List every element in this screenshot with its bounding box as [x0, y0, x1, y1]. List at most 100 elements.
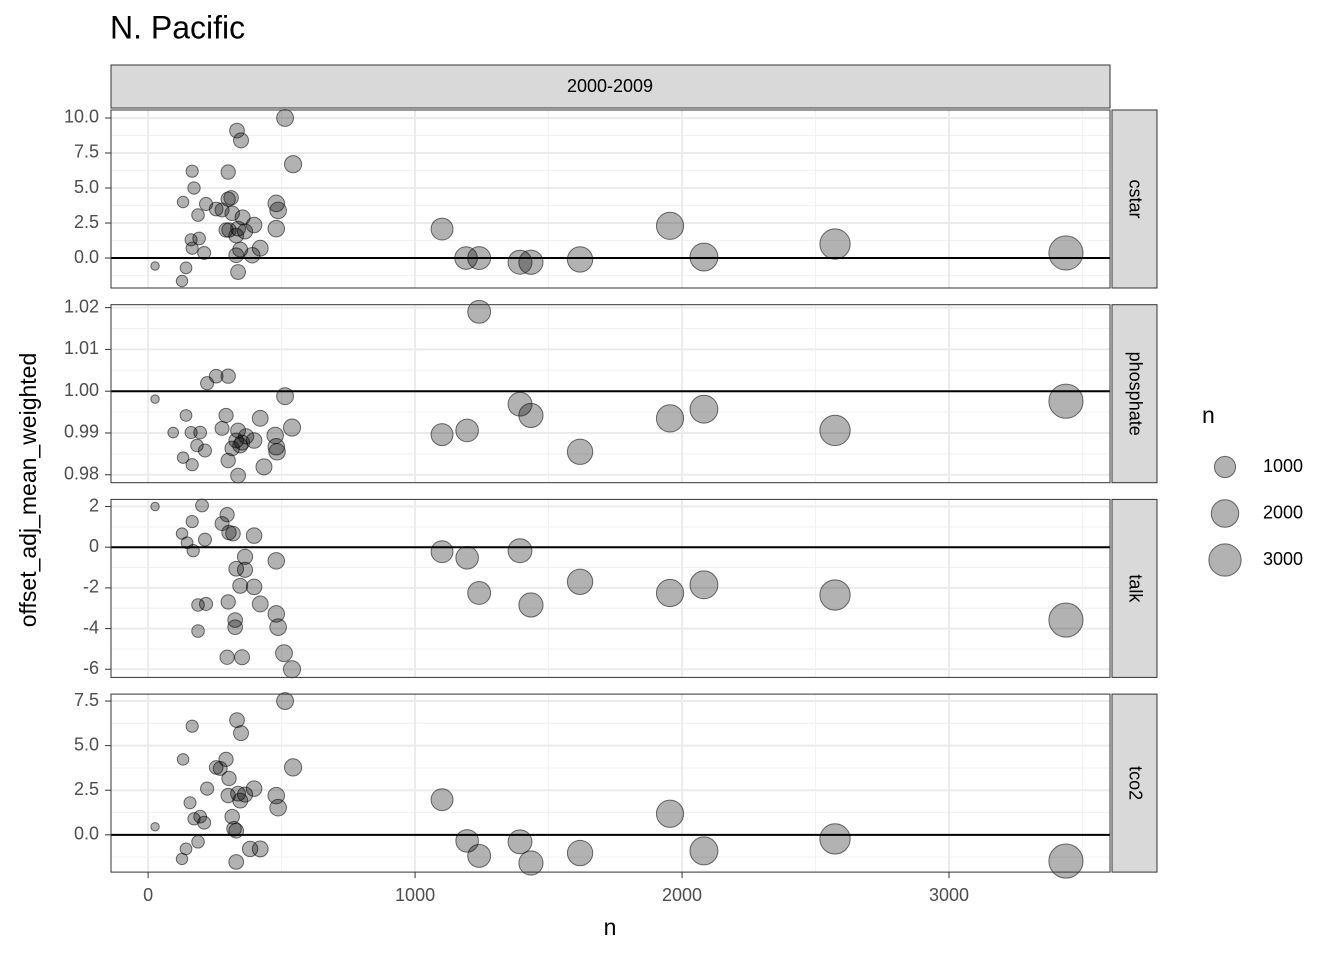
point — [208, 201, 224, 217]
point — [282, 660, 302, 679]
point — [185, 164, 199, 178]
point — [655, 404, 685, 433]
point — [467, 299, 492, 324]
point — [655, 578, 685, 608]
point — [185, 719, 199, 733]
point — [236, 223, 254, 240]
point — [234, 649, 251, 666]
point — [179, 409, 193, 422]
point — [267, 438, 286, 456]
point — [176, 451, 190, 464]
point — [195, 498, 209, 513]
x-tick-label: 2000 — [662, 885, 702, 905]
facet-label: talk — [1125, 574, 1145, 603]
point — [245, 216, 263, 234]
legend-label: 1000 — [1263, 456, 1303, 476]
point — [179, 261, 193, 275]
point — [276, 692, 295, 710]
point — [220, 368, 236, 384]
y-tick-label: 2.5 — [74, 212, 99, 232]
facet-label: 2000-2009 — [567, 76, 653, 96]
point — [255, 458, 273, 476]
point — [283, 758, 303, 777]
facet-label: tco2 — [1125, 766, 1145, 800]
facet-strip — [1111, 109, 1158, 289]
point — [175, 852, 189, 866]
point — [224, 808, 240, 825]
point — [230, 264, 246, 280]
x-tick-label: 0 — [143, 885, 153, 905]
point — [1048, 383, 1084, 419]
point — [218, 751, 234, 767]
point — [566, 246, 594, 273]
y-tick-label: -2 — [83, 577, 99, 597]
point — [221, 770, 237, 787]
point — [819, 228, 851, 260]
point — [269, 798, 287, 817]
point — [191, 208, 205, 222]
y-tick-label: 2 — [89, 495, 99, 515]
point — [430, 788, 454, 812]
point — [197, 443, 212, 458]
point — [197, 532, 212, 547]
facet-strip — [110, 64, 1111, 109]
point — [430, 423, 454, 447]
point — [430, 540, 454, 564]
point — [192, 231, 206, 246]
point — [220, 594, 236, 610]
point — [220, 452, 236, 469]
point — [819, 579, 851, 611]
point — [245, 578, 263, 596]
legend-symbol — [1213, 455, 1237, 479]
point — [227, 619, 243, 635]
facet-strip — [1111, 693, 1158, 873]
point — [269, 618, 287, 636]
point — [566, 568, 594, 595]
x-tick-label: 1000 — [395, 885, 435, 905]
legend-symbol — [1208, 543, 1242, 577]
point — [267, 194, 286, 213]
point — [236, 786, 254, 803]
y-tick-label: 0.99 — [64, 422, 99, 442]
point — [467, 581, 492, 605]
point — [819, 414, 851, 447]
point — [518, 249, 544, 275]
facet-label: cstar — [1125, 179, 1145, 218]
point — [208, 368, 224, 384]
point — [566, 839, 594, 867]
point — [455, 545, 479, 570]
y-tick-label: 5.0 — [74, 177, 99, 197]
point — [229, 712, 245, 729]
point — [251, 409, 269, 427]
point — [193, 425, 208, 440]
point — [518, 592, 544, 618]
point — [228, 854, 245, 870]
panel-border — [110, 498, 1111, 678]
y-tick-label: 0.98 — [64, 464, 99, 484]
point — [197, 246, 212, 260]
point — [219, 649, 235, 665]
point — [199, 596, 214, 611]
point — [228, 822, 245, 839]
legend-label: 3000 — [1263, 549, 1303, 569]
point — [455, 418, 479, 443]
panel-border — [110, 304, 1111, 484]
point — [275, 644, 293, 663]
point — [507, 391, 533, 417]
point — [191, 624, 205, 638]
x-axis-title: n — [604, 914, 617, 940]
x-tick-label: 3000 — [929, 885, 969, 905]
point — [1048, 843, 1084, 879]
legend-label: 2000 — [1263, 502, 1303, 522]
point — [225, 525, 241, 542]
point — [220, 164, 236, 180]
point — [200, 781, 215, 796]
point — [190, 438, 204, 453]
point — [232, 241, 249, 258]
facet-strip — [1111, 498, 1158, 678]
point — [150, 501, 160, 512]
point — [655, 211, 685, 240]
point — [232, 437, 249, 454]
y-tick-label: 7.5 — [74, 142, 99, 162]
point — [283, 155, 303, 174]
